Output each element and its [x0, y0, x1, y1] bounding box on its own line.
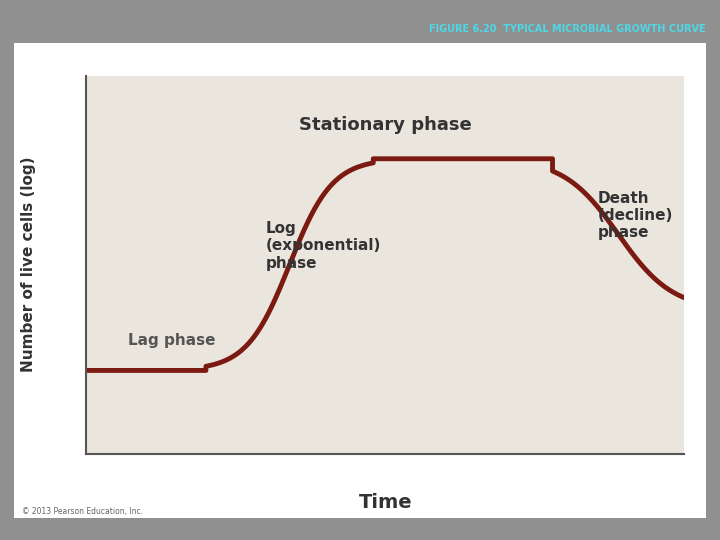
Text: Time: Time: [359, 492, 412, 512]
Text: Number of live cells (log): Number of live cells (log): [22, 157, 36, 373]
Text: Death
(decline)
phase: Death (decline) phase: [598, 191, 672, 240]
Text: FIGURE 6.20  TYPICAL MICROBIAL GROWTH CURVE: FIGURE 6.20 TYPICAL MICROBIAL GROWTH CUR…: [429, 24, 706, 35]
Text: Stationary phase: Stationary phase: [299, 116, 472, 134]
Text: © 2013 Pearson Education, Inc.: © 2013 Pearson Education, Inc.: [22, 507, 143, 516]
Text: Lag phase: Lag phase: [128, 333, 216, 348]
Text: Log
(exponential)
phase: Log (exponential) phase: [266, 221, 381, 271]
